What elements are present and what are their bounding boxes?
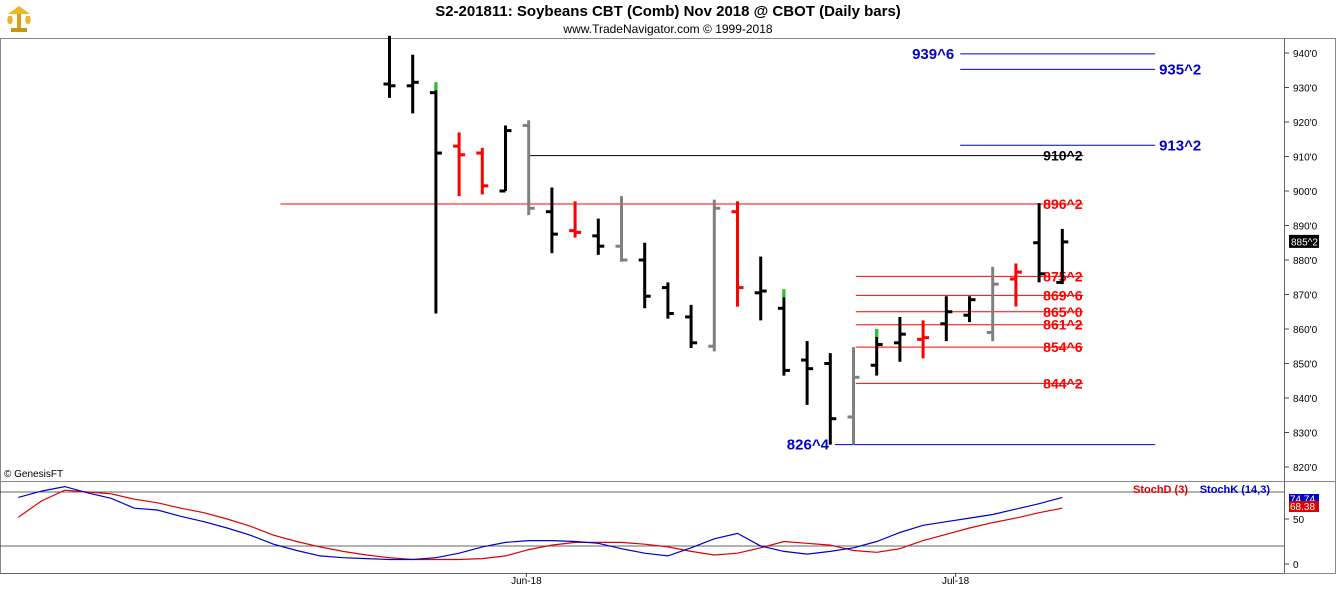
y-tick-label: 920'0	[1293, 118, 1318, 129]
y-tick-label: 880'0	[1293, 256, 1318, 267]
y-tick-label: 900'0	[1293, 187, 1318, 198]
y-tick-label: 830'0	[1293, 429, 1318, 440]
watermark-text: © GenesisFT	[4, 469, 64, 480]
osc-y-tick-label: 0	[1293, 560, 1299, 571]
x-tick-label: Jun-18	[511, 576, 542, 587]
osc-series-line	[18, 485, 1063, 561]
osc-series-line	[17, 489, 1063, 561]
y-tick-label: 820'0	[1293, 463, 1318, 474]
level-label: 935^2	[1159, 61, 1201, 78]
stochk-readout-box	[1289, 494, 1319, 504]
level-label: 896^2	[1043, 196, 1083, 212]
last-price-box	[1289, 234, 1319, 248]
y-tick-label: 930'0	[1293, 84, 1318, 95]
y-tick-label: 910'0	[1293, 153, 1318, 164]
y-tick-label: 940'0	[1293, 49, 1318, 60]
osc-y-tick-label: 50	[1293, 515, 1305, 526]
level-label: 910^2	[1043, 148, 1083, 164]
stochd-readout-box	[1289, 501, 1319, 512]
y-tick-label: 860'0	[1293, 325, 1318, 336]
legend-stochk: StochK (14,3)	[1200, 484, 1271, 496]
legend-stochd: StochD (3)	[1133, 484, 1188, 496]
level-label: 826^4	[787, 437, 830, 454]
y-tick-label: 850'0	[1293, 360, 1318, 371]
level-label: 865^0	[1043, 304, 1083, 320]
level-label: 861^2	[1043, 317, 1083, 333]
last-price-label: 885^2	[1291, 237, 1318, 248]
stochk-readout: 74.74	[1290, 495, 1315, 506]
y-tick-label: 840'0	[1293, 394, 1318, 405]
stochd-readout: 68.38	[1290, 502, 1315, 513]
y-tick-label: 890'0	[1293, 222, 1318, 233]
level-label: 854^6	[1043, 339, 1083, 355]
level-label: 939^6	[912, 46, 954, 63]
chart-title: S2-201811: Soybeans CBT (Comb) Nov 2018 …	[435, 3, 901, 20]
level-label: 869^6	[1043, 287, 1083, 303]
chart-subtitle: www.TradeNavigator.com © 1999-2018	[563, 22, 773, 36]
level-label: 844^2	[1043, 375, 1083, 391]
level-label: 913^2	[1159, 137, 1201, 154]
logo-icon	[4, 4, 34, 34]
y-tick-label: 870'0	[1293, 291, 1318, 302]
x-tick-label: Jul-18	[942, 576, 970, 587]
